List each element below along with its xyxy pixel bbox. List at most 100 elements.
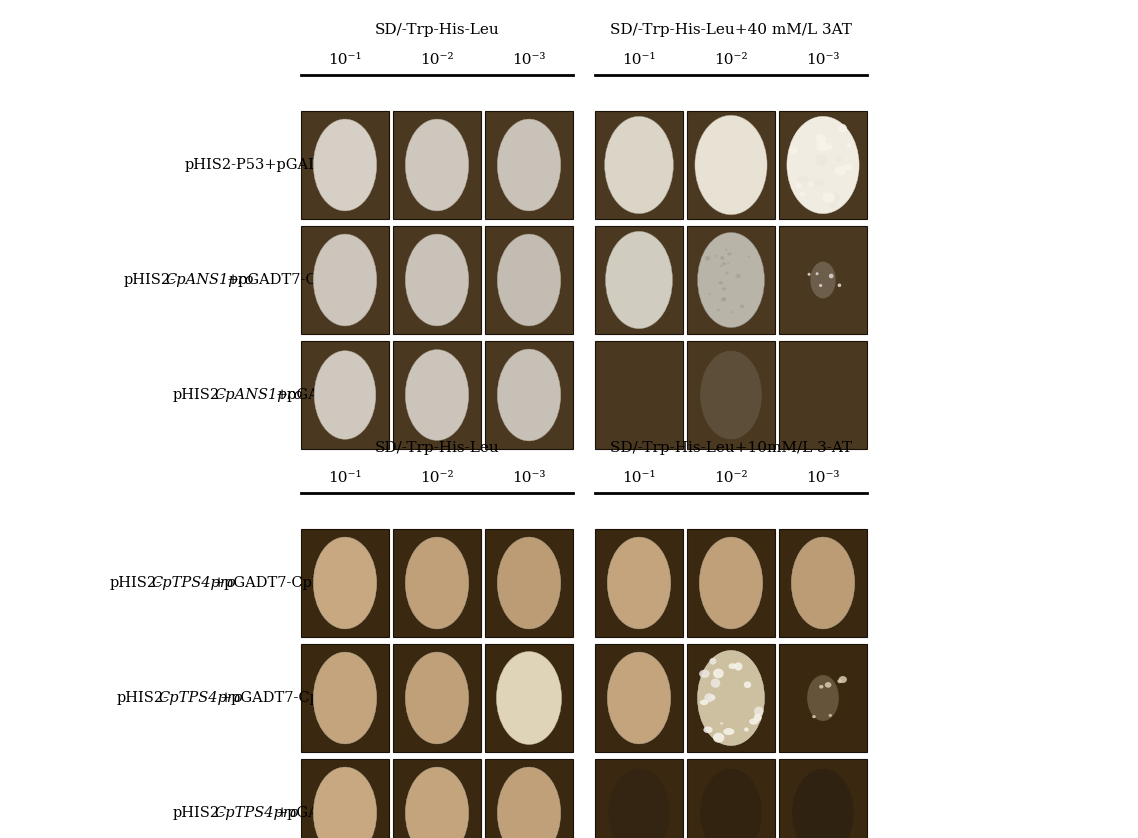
Ellipse shape	[703, 727, 712, 733]
Ellipse shape	[731, 311, 733, 313]
Bar	[687, 644, 775, 752]
Bar	[687, 759, 775, 838]
Ellipse shape	[809, 182, 814, 186]
Ellipse shape	[815, 134, 826, 144]
Text: pHIS2-: pHIS2-	[173, 388, 225, 402]
Ellipse shape	[723, 262, 726, 266]
Ellipse shape	[405, 652, 469, 744]
Ellipse shape	[496, 652, 561, 744]
Ellipse shape	[709, 293, 710, 295]
Ellipse shape	[723, 297, 726, 300]
Ellipse shape	[816, 272, 818, 275]
Ellipse shape	[729, 252, 732, 254]
Ellipse shape	[313, 537, 377, 628]
Bar	[780, 644, 867, 752]
Ellipse shape	[711, 679, 720, 688]
Text: 10⁻¹: 10⁻¹	[328, 471, 362, 485]
Ellipse shape	[608, 768, 670, 838]
Ellipse shape	[714, 669, 724, 678]
Bar	[595, 644, 683, 752]
Text: 10⁻¹: 10⁻¹	[622, 53, 655, 67]
Ellipse shape	[839, 124, 847, 132]
Bar	[393, 644, 481, 752]
Ellipse shape	[700, 537, 762, 628]
Ellipse shape	[313, 234, 377, 326]
Bar	[595, 759, 683, 838]
Bar	[595, 111, 683, 219]
Bar	[687, 226, 775, 334]
Ellipse shape	[313, 119, 377, 211]
Text: 10⁻²: 10⁻²	[715, 53, 748, 67]
Bar	[485, 226, 574, 334]
Bar	[595, 341, 683, 449]
Ellipse shape	[838, 283, 841, 287]
Ellipse shape	[727, 252, 731, 256]
Ellipse shape	[497, 349, 561, 441]
Ellipse shape	[608, 537, 670, 628]
Ellipse shape	[847, 143, 851, 147]
Bar	[393, 759, 481, 838]
Ellipse shape	[727, 262, 729, 264]
Text: +pGADT7-CpERF7: +pGADT7-CpERF7	[226, 273, 368, 287]
Ellipse shape	[497, 119, 561, 211]
Bar	[485, 341, 574, 449]
Text: pHIS2-: pHIS2-	[109, 576, 162, 590]
Ellipse shape	[816, 154, 827, 166]
Ellipse shape	[740, 304, 744, 308]
Text: +pGADT7-CpMYB21: +pGADT7-CpMYB21	[220, 691, 373, 705]
Ellipse shape	[813, 715, 816, 718]
Bar	[393, 226, 481, 334]
Text: 10⁻²: 10⁻²	[420, 53, 454, 67]
Ellipse shape	[798, 175, 808, 184]
Ellipse shape	[405, 349, 469, 440]
Text: 10⁻¹: 10⁻¹	[622, 471, 655, 485]
Ellipse shape	[791, 537, 855, 628]
Ellipse shape	[724, 728, 734, 735]
Ellipse shape	[819, 142, 832, 151]
Ellipse shape	[314, 351, 376, 439]
Ellipse shape	[721, 287, 726, 291]
Bar	[780, 111, 867, 219]
Ellipse shape	[709, 658, 717, 665]
Ellipse shape	[313, 767, 377, 838]
Ellipse shape	[721, 297, 726, 302]
Ellipse shape	[808, 273, 810, 276]
Ellipse shape	[405, 234, 469, 326]
Ellipse shape	[795, 184, 801, 189]
Ellipse shape	[717, 309, 719, 312]
Text: 10⁻¹: 10⁻¹	[328, 53, 362, 67]
Ellipse shape	[725, 272, 728, 274]
Text: pHIS2-: pHIS2-	[117, 691, 168, 705]
Text: 10⁻³: 10⁻³	[806, 53, 840, 67]
Bar	[687, 529, 775, 637]
Ellipse shape	[728, 663, 736, 669]
Ellipse shape	[719, 281, 723, 284]
Ellipse shape	[405, 537, 469, 628]
Text: SD/-Trp-His-Leu+10mM/L 3-AT: SD/-Trp-His-Leu+10mM/L 3-AT	[610, 441, 852, 455]
Text: 10⁻³: 10⁻³	[512, 471, 546, 485]
Ellipse shape	[695, 116, 767, 215]
Ellipse shape	[700, 700, 708, 705]
Ellipse shape	[786, 116, 859, 214]
Bar	[780, 341, 867, 449]
Ellipse shape	[698, 232, 765, 328]
Ellipse shape	[810, 261, 835, 298]
Text: SD/-Trp-His-Leu: SD/-Trp-His-Leu	[374, 441, 500, 455]
Bar	[300, 341, 389, 449]
Bar	[300, 529, 389, 637]
Ellipse shape	[834, 166, 846, 175]
Ellipse shape	[749, 718, 759, 725]
Bar	[595, 226, 683, 334]
Ellipse shape	[828, 714, 832, 716]
Ellipse shape	[807, 675, 839, 721]
Text: 10⁻³: 10⁻³	[806, 471, 840, 485]
Ellipse shape	[715, 255, 717, 256]
Text: pHIS2-: pHIS2-	[124, 273, 175, 287]
Bar	[300, 226, 389, 334]
Text: SD/-Trp-His-Leu: SD/-Trp-His-Leu	[374, 23, 500, 37]
Bar	[393, 529, 481, 637]
Bar	[780, 759, 867, 838]
Ellipse shape	[714, 732, 725, 742]
Ellipse shape	[735, 274, 741, 278]
Text: SD/-Trp-His-Leu+40 mM/L 3AT: SD/-Trp-His-Leu+40 mM/L 3AT	[610, 23, 852, 37]
